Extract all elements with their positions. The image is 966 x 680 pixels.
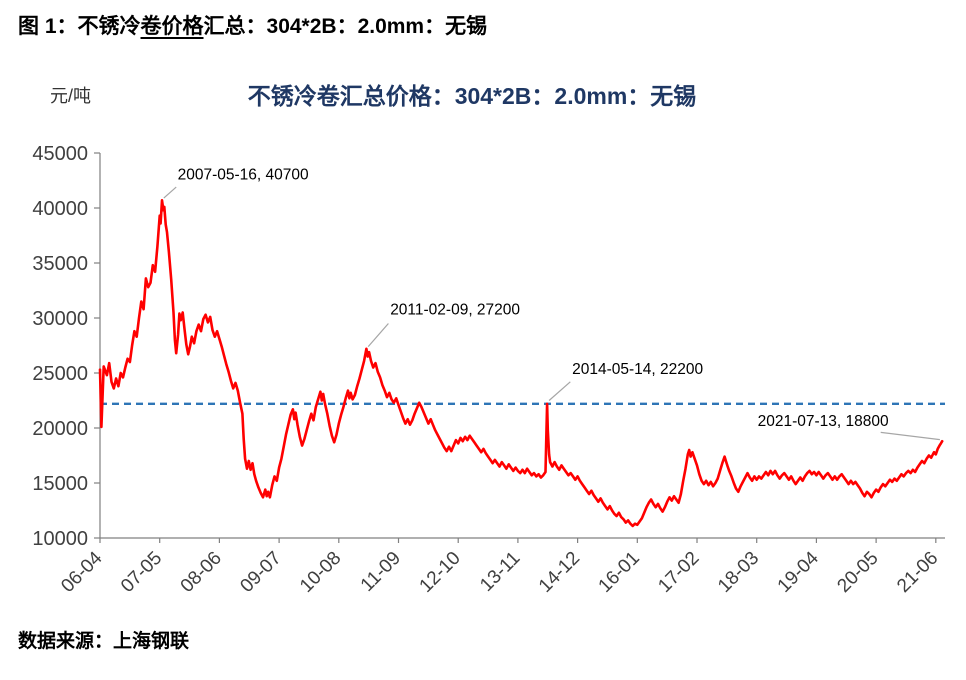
y-tick-label: 30000 xyxy=(32,308,88,330)
plot-area: 45000 40000 35000 30000 25000 20000 15000 10000… xyxy=(32,143,945,597)
x-tick-label: 11-09 xyxy=(357,548,405,596)
figure-title-prefix: 图 1：不锈冷 xyxy=(18,15,141,38)
annotation-label: 2011-02-09, 27200 xyxy=(390,302,520,319)
annotation-leader xyxy=(163,186,177,199)
x-tick-label: 19-04 xyxy=(774,547,824,597)
x-tick-label: 14-12 xyxy=(535,548,584,597)
x-tick-label: 12-10 xyxy=(416,548,465,597)
x-tick-label: 09-07 xyxy=(236,548,285,597)
x-tick-label: 10-08 xyxy=(296,548,345,597)
x-tick-label: 17-02 xyxy=(654,548,703,597)
annotation-label: 2014-05-14, 22200 xyxy=(572,361,703,378)
figure-title-underlined: 卷价格 xyxy=(140,15,204,38)
y-tick-label: 20000 xyxy=(32,418,88,440)
chart-title: 不锈冷卷汇总价格：304*2B：2.0mm：无锡 xyxy=(248,83,697,109)
annotation-leader xyxy=(880,431,940,441)
y-tick-label: 15000 xyxy=(32,473,88,495)
figure-title-suffix: 汇总：304*2B：2.0mm：无锡 xyxy=(203,15,488,38)
annotation-label: 2021-07-13, 18800 xyxy=(758,413,889,430)
figure-title: 图 1：不锈冷卷价格汇总：304*2B：2.0mm：无锡 xyxy=(18,10,487,40)
x-tick-label: 13-11 xyxy=(476,548,524,596)
y-tick-label: 10000 xyxy=(32,528,88,550)
annotation-leader xyxy=(548,381,571,401)
x-tick-label: 08-06 xyxy=(177,548,226,597)
data-source: 数据来源：上海钢联 xyxy=(18,631,190,652)
annotation-label: 2007-05-16, 40700 xyxy=(178,166,309,183)
x-tick-label: 06-04 xyxy=(57,547,107,597)
y-axis-unit-label: 元/吨 xyxy=(50,86,91,106)
annotation-leader xyxy=(367,323,389,347)
price-line xyxy=(98,199,944,528)
x-tick-label: 16-01 xyxy=(595,548,644,597)
x-tick-label: 07-05 xyxy=(117,548,166,597)
axis-lines xyxy=(99,153,945,539)
x-tick-label: 21-06 xyxy=(893,548,942,597)
y-tick-label: 40000 xyxy=(32,198,88,220)
y-tick-label: 45000 xyxy=(32,143,88,165)
y-tick-label: 35000 xyxy=(32,253,88,275)
price-chart: 不锈冷卷汇总价格：304*2B：2.0mm：无锡 元/吨 45000 40000 3… xyxy=(32,83,945,597)
x-tick-label: 18-03 xyxy=(714,548,763,597)
y-tick-label: 25000 xyxy=(32,363,88,385)
x-tick-label: 20-05 xyxy=(833,548,882,597)
